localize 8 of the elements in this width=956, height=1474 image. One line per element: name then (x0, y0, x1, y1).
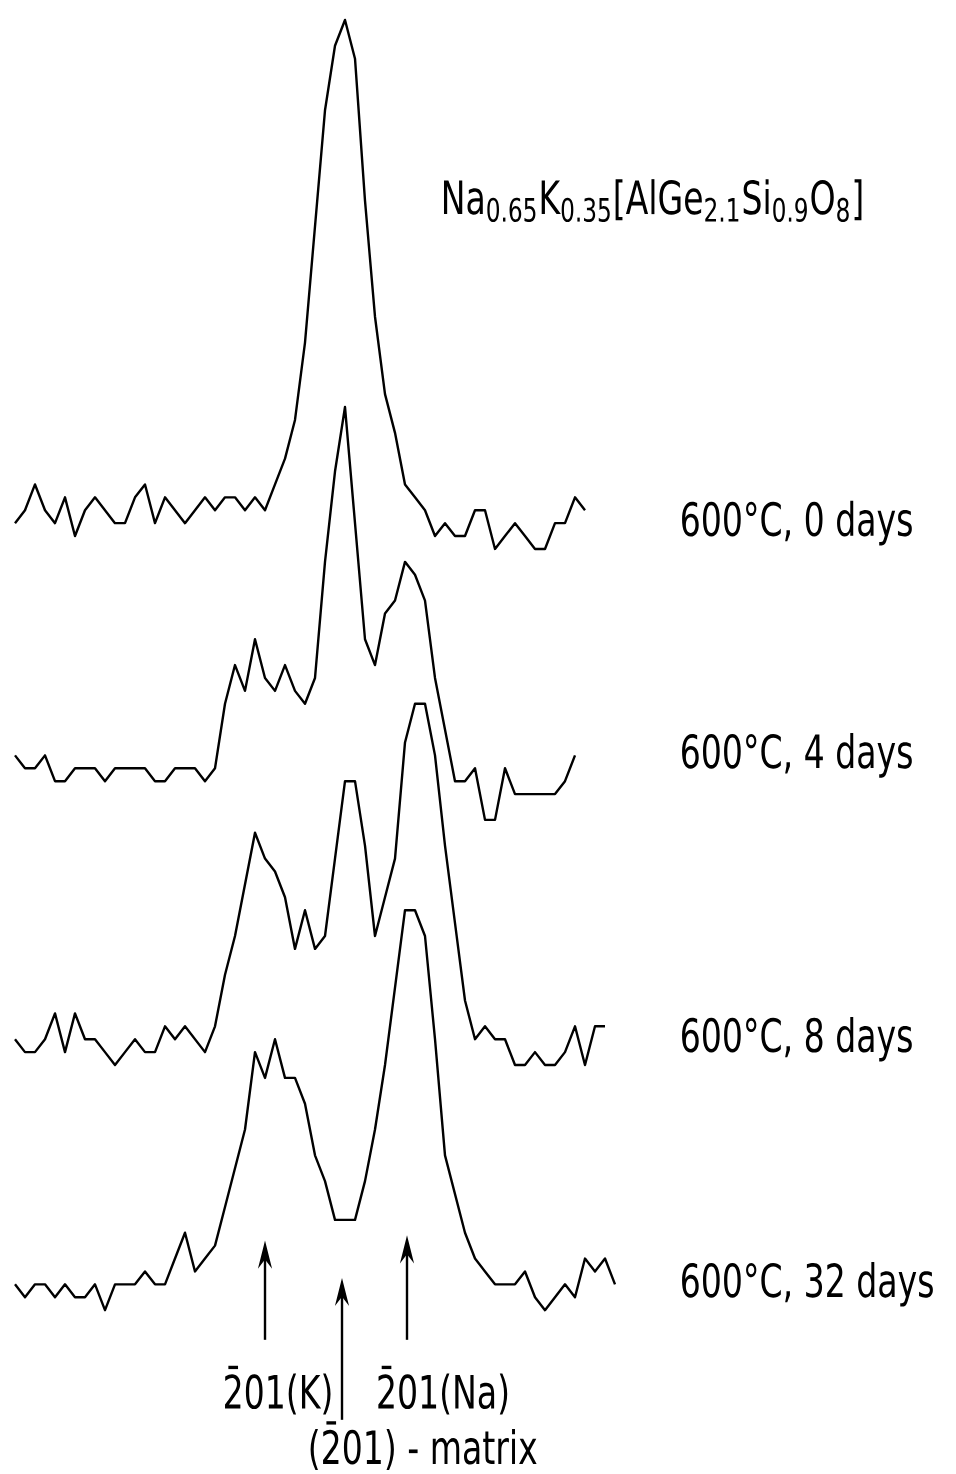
text: 2̄01(K) (225, 1365, 331, 1415)
text: 600°C, 0 days (682, 500, 912, 546)
chart-title: Na$_{0.65}$K$_{0.35}$[AlGe$_{2.1}$Si$_{0.9}$O$_{8}$] (444, 179, 862, 223)
series-label: 600°C, 8 days (682, 1016, 912, 1062)
series-label: 600°C, 32 days (682, 1262, 933, 1307)
text: 600°C, 4 days (682, 733, 912, 778)
text: (2̄01) - matrix (310, 1421, 537, 1470)
text: 2̄01(Na) (378, 1365, 508, 1415)
